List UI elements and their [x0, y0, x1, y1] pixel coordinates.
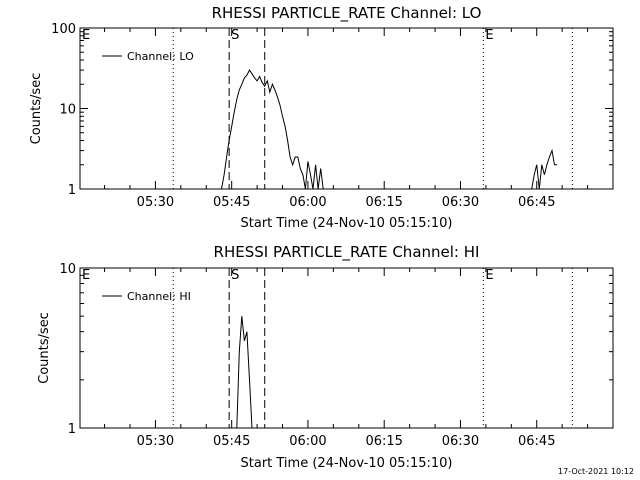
panel-2-x-tick-label: 06:15	[365, 434, 402, 449]
panel-2-x-axis-label: Start Time (24-Nov-10 05:15:10)	[241, 456, 453, 471]
panel-1-title: RHESSI PARTICLE_RATE Channel: LO	[212, 4, 482, 23]
panel-1-marker-label: E	[485, 28, 493, 43]
panel-2-x-tick-label: 06:30	[442, 434, 479, 449]
panel-1-series-line	[221, 69, 326, 190]
footer-timestamp: 17-Oct-2021 10:12	[558, 467, 634, 476]
panel-1-x-tick-label: 05:45	[213, 195, 250, 210]
panel-2-x-tick-label: 06:45	[518, 434, 555, 449]
panel-2-plot-frame	[79, 267, 614, 429]
panel-2-x-tick-label: 06:00	[289, 434, 326, 449]
panel-1-marker-label: S	[231, 28, 239, 43]
panel-2-y-tick-label: 1	[68, 422, 76, 437]
panel-1-y-tick-label: 10	[59, 103, 76, 118]
panel-1-y-axis-label: Counts/sec	[29, 73, 44, 145]
panel-1-x-tick-label: 05:30	[137, 195, 174, 210]
panel-1-legend-label: Channel: LO	[127, 50, 194, 63]
panel-1-x-tick-label: 06:15	[365, 195, 402, 210]
panel-2-legend-label: Channel: HI	[127, 290, 191, 303]
panel-1-x-tick-label: 06:30	[442, 195, 479, 210]
panel-2-marker-label: S	[231, 268, 239, 283]
panel-1-y-tick-label: 1	[68, 183, 76, 198]
panel-2-y-axis-label: Counts/sec	[37, 312, 52, 384]
panel-1-x-axis-label: Start Time (24-Nov-10 05:15:10)	[241, 216, 453, 231]
panel-2-series-line	[236, 316, 253, 429]
panel-1-series-line	[531, 148, 558, 190]
panel-2-x-tick-label: 05:45	[213, 434, 250, 449]
panel-2-marker-label: E	[485, 268, 493, 283]
panel-2-x-tick-label: 05:30	[137, 434, 174, 449]
panel-1-y-tick-label: 100	[51, 22, 76, 37]
panel-2-title: RHESSI PARTICLE_RATE Channel: HI	[214, 243, 480, 262]
panel-1-x-tick-label: 06:00	[289, 195, 326, 210]
panel-2-marker-label: E	[82, 268, 90, 283]
panel-1-x-tick-label: 06:45	[518, 195, 555, 210]
panel-1-marker-label: E	[82, 28, 90, 43]
panel-2-y-tick-label: 10	[59, 262, 76, 277]
